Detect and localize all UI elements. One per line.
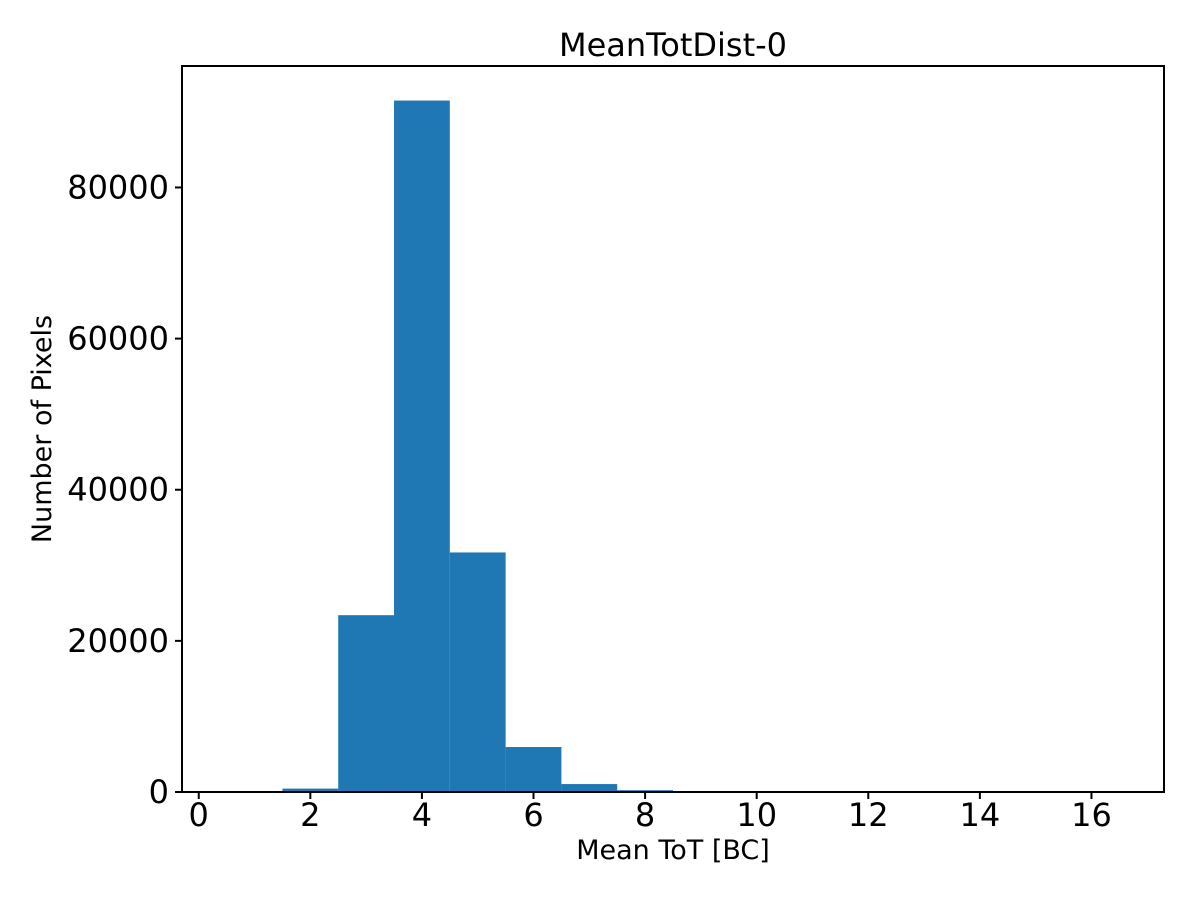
x-tick-label: 4 (412, 796, 432, 834)
histogram-bar (338, 615, 395, 792)
x-tick-label: 14 (960, 796, 1001, 834)
y-tick-label: 60000 (67, 320, 169, 358)
x-axis-label: Mean ToT [BC] (576, 835, 770, 866)
histogram-bar (561, 784, 618, 792)
y-axis-label: Number of Pixels (27, 314, 58, 544)
histogram-svg: 0 2 4 6 8 10 12 14 16 0 20000 40000 60000 80000 (67, 65, 1165, 834)
axes-spines (181, 65, 1165, 793)
chart-title: MeanTotDist-0 (558, 26, 788, 64)
x-tick-label: 6 (523, 796, 543, 834)
histogram-bar (394, 100, 450, 792)
y-tick-label: 80000 (67, 168, 169, 206)
x-tick-label: 8 (635, 796, 655, 834)
x-tick-label: 12 (848, 796, 889, 834)
y-tick-label: 0 (149, 773, 169, 811)
histogram-bar (505, 747, 562, 792)
y-tick-label: 40000 (67, 471, 169, 509)
y-tick-label: 20000 (67, 622, 169, 660)
x-tick-label: 16 (1071, 796, 1112, 834)
histogram-bar (282, 788, 339, 792)
x-tick-label: 0 (189, 796, 209, 834)
plot-area: 0 2 4 6 8 10 12 14 16 0 20000 40000 60000 80000 (67, 65, 1165, 834)
x-tick-label: 10 (736, 796, 777, 834)
histogram-bar (449, 552, 506, 792)
x-tick-label: 2 (300, 796, 320, 834)
